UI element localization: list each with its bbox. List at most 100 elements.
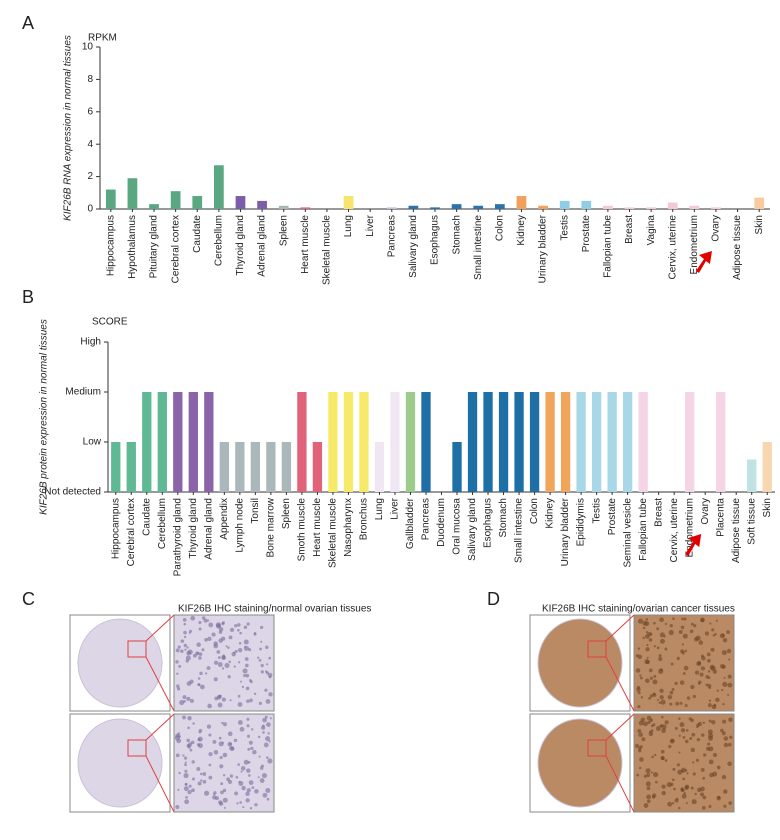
cell <box>243 625 248 630</box>
cell <box>676 763 680 767</box>
annotation-arrow <box>685 534 702 556</box>
bar <box>300 207 311 209</box>
cell <box>728 717 733 723</box>
cell <box>695 758 700 762</box>
cell <box>645 647 650 652</box>
cell <box>233 738 238 743</box>
x-tick-label: Skeletal muscle <box>328 498 339 568</box>
cell <box>219 755 223 760</box>
x-tick-label: Endometrium <box>684 498 695 557</box>
cell <box>213 677 218 682</box>
cell <box>261 773 267 779</box>
x-tick-label: Lung <box>343 215 354 237</box>
y-tick-label: Medium <box>65 387 101 398</box>
cell <box>239 801 242 804</box>
cell <box>213 750 219 755</box>
x-tick-label: Pancreas <box>421 498 432 540</box>
cell <box>246 622 250 626</box>
cell <box>178 664 182 668</box>
zoom-frame <box>173 713 275 813</box>
panel-label: B <box>22 287 34 307</box>
cell <box>700 654 705 658</box>
cell <box>223 722 227 727</box>
cell <box>205 672 208 675</box>
x-tick-label: Stomach <box>498 498 509 537</box>
cell <box>670 662 674 666</box>
cell <box>229 774 234 778</box>
cell <box>684 739 689 744</box>
x-tick-label: Liver <box>390 497 401 519</box>
y-tick-label: 6 <box>87 106 93 117</box>
cell <box>708 735 713 741</box>
cell <box>186 738 190 743</box>
cell <box>221 667 225 670</box>
cell <box>217 702 223 708</box>
cell <box>669 690 674 695</box>
cell <box>183 643 187 648</box>
x-tick-label: Urinary bladder <box>538 214 549 283</box>
cell <box>697 787 702 793</box>
x-tick-label: Esophagus <box>483 498 494 548</box>
x-tick-label: Vagina <box>646 215 657 246</box>
cell <box>643 721 648 727</box>
x-tick-label: Seminal vesicle <box>622 498 633 568</box>
cell <box>176 684 180 688</box>
cell <box>652 723 656 727</box>
cell <box>259 778 265 783</box>
bar <box>603 205 613 209</box>
cell <box>637 647 641 650</box>
cell <box>258 701 262 705</box>
cell <box>661 728 666 734</box>
cell <box>175 660 179 664</box>
x-tick-label: Soft tissue <box>746 498 757 545</box>
cell <box>700 792 704 797</box>
cell <box>659 688 664 693</box>
cell <box>197 781 202 786</box>
cell <box>216 650 221 654</box>
cell <box>676 656 680 661</box>
cell <box>211 632 216 637</box>
cell <box>661 715 664 719</box>
cell <box>683 617 687 621</box>
cell <box>639 745 643 749</box>
cell <box>186 696 191 701</box>
cell <box>265 736 271 742</box>
cell <box>640 676 643 680</box>
cell <box>642 620 648 626</box>
x-tick-label: Kidney <box>516 215 527 246</box>
cell <box>262 731 265 734</box>
cell <box>190 615 196 621</box>
bar <box>638 392 648 492</box>
cell <box>198 627 202 631</box>
cell <box>689 629 694 634</box>
cell <box>246 768 251 773</box>
x-tick-label: Fallopian tube <box>638 498 649 561</box>
cell <box>690 747 696 753</box>
y-axis-label: KIF26B protein expression in normal tiss… <box>39 319 50 515</box>
cell <box>220 790 224 795</box>
cell <box>705 683 709 687</box>
bar <box>266 442 276 492</box>
bar <box>529 392 540 492</box>
cell <box>722 665 726 669</box>
cell <box>646 643 649 647</box>
cell <box>198 728 203 733</box>
image-caption: KIF26B IHC staining/ovarian cancer tissu… <box>542 604 735 615</box>
cell <box>188 629 193 633</box>
cell <box>242 806 245 809</box>
x-tick-label: Heart muscle <box>312 498 323 557</box>
cell <box>178 735 181 738</box>
x-tick-label: Lymph node <box>234 498 245 553</box>
cell <box>648 668 653 673</box>
cell <box>660 755 665 761</box>
cell <box>243 759 249 765</box>
cell <box>219 694 222 698</box>
cell <box>176 672 179 675</box>
cell <box>674 681 678 686</box>
cell <box>217 662 223 667</box>
cell <box>659 632 665 638</box>
cell <box>649 676 653 680</box>
cell <box>237 702 243 707</box>
x-tick-label: Spleen <box>278 215 289 246</box>
cell <box>266 722 271 727</box>
